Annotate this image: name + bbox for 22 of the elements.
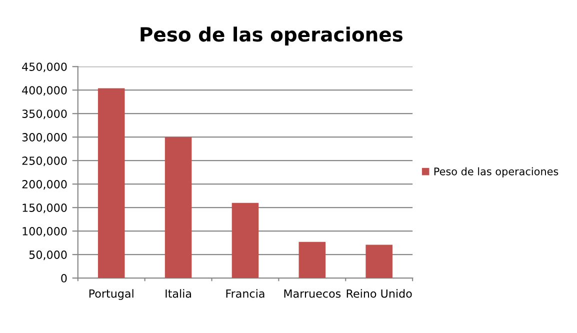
x-tick-label: Reino Unido [346,289,412,298]
chart-title: Peso de las operaciones [140,26,403,46]
y-tick-label: 450,000 [22,62,67,72]
x-tick-label: Italia [166,289,191,298]
bar [232,202,259,278]
y-tick-label: 250,000 [22,156,67,166]
y-tick-label: 150,000 [22,204,67,214]
y-tick-label: 350,000 [22,110,67,120]
x-tick-label: Portugal [89,289,134,300]
bar [98,88,125,278]
y-tick-label: 300,000 [22,133,67,143]
x-tick-label: Francia [226,289,264,298]
y-tick-label: 200,000 [22,180,67,190]
y-tick-label: 100,000 [22,227,67,237]
y-tick-label: 0 [61,274,67,282]
y-tick-label: 50,000 [29,250,67,260]
bar [164,137,192,278]
legend-label: Peso de las operaciones [434,167,558,178]
y-tick-label: 400,000 [22,86,67,96]
bar [366,244,392,278]
bar [298,242,326,278]
x-tick-label: Marruecos [284,290,341,298]
